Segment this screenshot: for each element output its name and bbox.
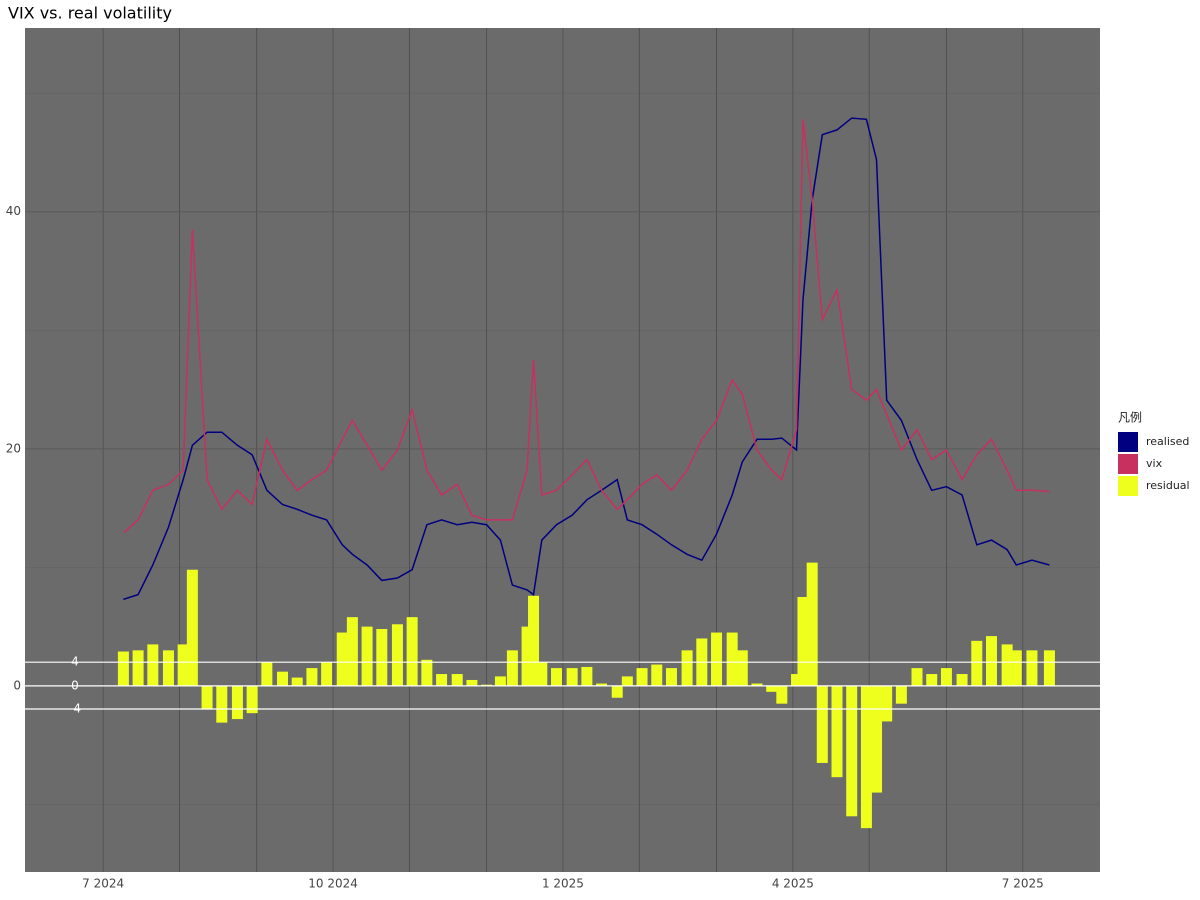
legend-swatch <box>1118 432 1138 452</box>
bar <box>651 664 663 686</box>
bar <box>336 632 348 686</box>
bar <box>276 671 288 686</box>
bar <box>1043 650 1055 686</box>
bar <box>726 632 738 686</box>
bar <box>451 674 463 686</box>
bar <box>846 685 858 817</box>
bar <box>147 644 159 686</box>
reference-label: 4 <box>71 655 79 669</box>
line <box>122 119 1050 534</box>
bar <box>711 632 723 686</box>
bar <box>306 668 318 686</box>
bar <box>132 650 144 686</box>
bar <box>971 640 983 686</box>
chart-title: VIX vs. real volatility <box>8 4 172 23</box>
bar <box>881 685 893 722</box>
reference-label: -4 <box>69 702 81 716</box>
bar <box>201 685 213 710</box>
bar <box>791 674 803 686</box>
bar <box>346 617 358 686</box>
reference-label: 0 <box>71 678 79 692</box>
bar <box>528 595 540 686</box>
x-tick-label: 4 2025 <box>772 877 814 891</box>
legend-title: 凡例 <box>1118 411 1142 425</box>
legend-label: realised <box>1146 435 1189 448</box>
legend-swatch <box>1118 476 1138 496</box>
bar <box>177 644 189 686</box>
bar <box>466 679 478 686</box>
bar <box>1026 650 1038 686</box>
bar <box>751 683 763 686</box>
y-tick-label: 40 <box>6 204 21 218</box>
bar <box>321 662 333 686</box>
bar <box>776 685 788 704</box>
bar <box>536 662 548 686</box>
legend-label: vix <box>1146 457 1163 470</box>
bar <box>806 562 818 686</box>
y-tick-label: 20 <box>6 441 21 455</box>
bar <box>797 596 809 686</box>
legend-label: residual <box>1146 479 1190 492</box>
x-tick-label: 7 2024 <box>82 877 124 891</box>
bar <box>940 668 952 686</box>
bar <box>231 685 243 720</box>
bar <box>162 650 174 686</box>
bar <box>956 674 968 686</box>
bar <box>985 636 997 686</box>
bar <box>766 685 778 692</box>
bar <box>406 617 418 686</box>
legend-swatch <box>1118 454 1138 474</box>
bar <box>611 685 623 698</box>
bar <box>521 626 533 686</box>
bar <box>246 685 258 714</box>
bar <box>860 685 872 829</box>
bar <box>436 674 448 686</box>
x-tick-label: 10 2024 <box>308 877 358 891</box>
bar <box>926 674 938 686</box>
bar <box>186 569 198 686</box>
bar <box>621 676 633 686</box>
bar <box>494 676 506 686</box>
bar <box>117 651 129 686</box>
bar <box>376 628 388 686</box>
line <box>123 117 1050 601</box>
bar <box>911 668 923 686</box>
bar <box>681 650 693 686</box>
bar <box>871 685 883 793</box>
bar <box>291 677 303 686</box>
bar <box>736 650 748 686</box>
x-tick-label: 1 2025 <box>542 877 584 891</box>
bar <box>636 668 648 686</box>
bar <box>665 668 677 686</box>
bar <box>216 685 228 723</box>
x-tick-label: 7 2025 <box>1002 877 1044 891</box>
bar <box>551 668 563 686</box>
y-tick-label: 0 <box>13 678 21 692</box>
bar <box>566 668 578 686</box>
bar <box>831 685 843 778</box>
bar <box>361 626 373 686</box>
bar <box>391 624 403 686</box>
bar <box>895 685 907 704</box>
bar <box>506 650 518 686</box>
bar <box>1010 650 1022 686</box>
bar <box>816 685 828 763</box>
bar <box>1001 644 1013 686</box>
bar <box>596 683 608 686</box>
bar <box>581 666 593 686</box>
bar <box>421 659 433 686</box>
bar <box>261 662 273 686</box>
